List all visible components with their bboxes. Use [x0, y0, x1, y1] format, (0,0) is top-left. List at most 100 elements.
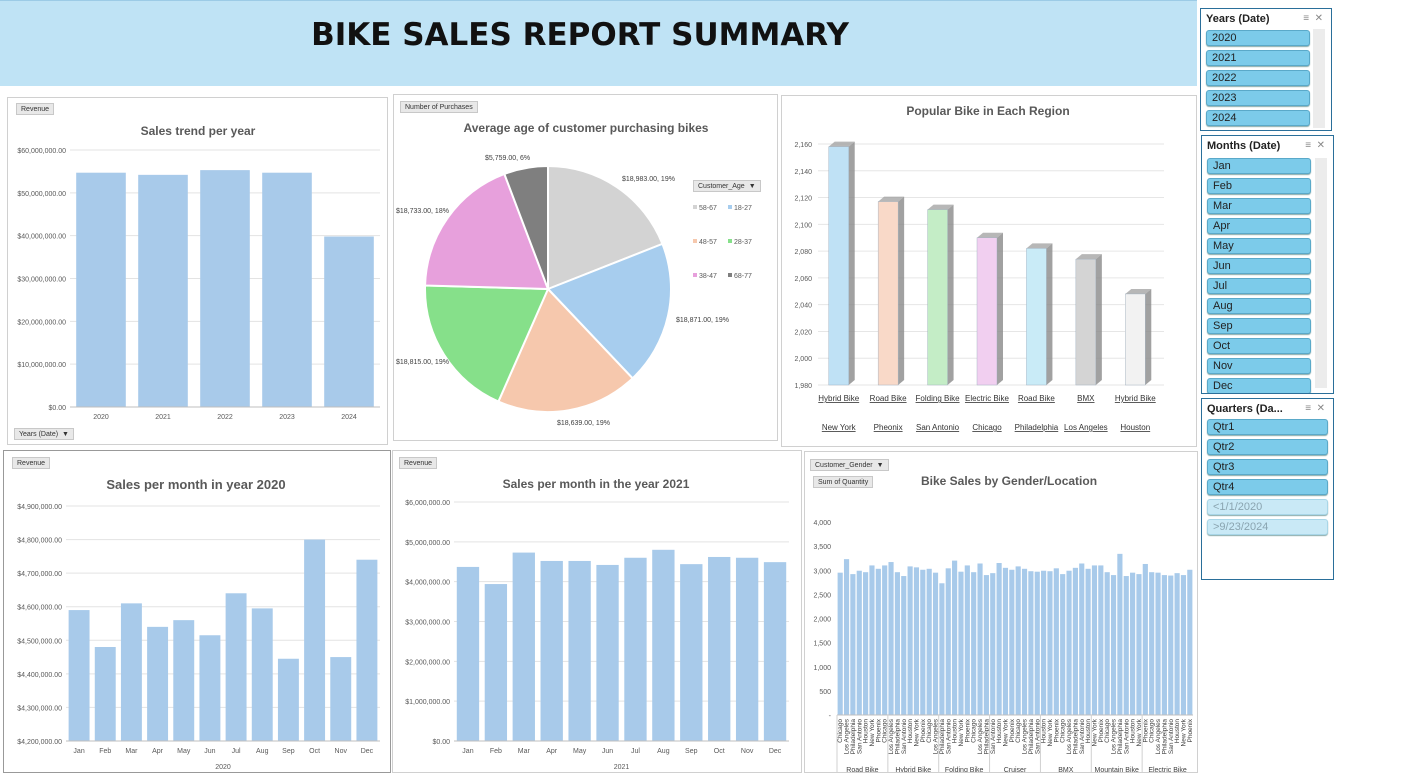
- revenue-field-button-2020[interactable]: Revenue: [12, 457, 51, 469]
- legend-label: 68-77: [734, 273, 752, 280]
- number-of-purchases-field-button[interactable]: Number of Purchases: [400, 101, 478, 113]
- sum-of-quantity-field-button[interactable]: Sum of Quantity: [813, 476, 874, 488]
- clear-filter-icon[interactable]: ✕: [1316, 403, 1325, 414]
- popular-bike-region-plot: Popular Bike in Each Region 1,980 2,000 2,0…: [794, 104, 1164, 432]
- bar: [68, 610, 90, 741]
- slicer-item[interactable]: Oct: [1207, 338, 1311, 354]
- bar: [735, 557, 759, 741]
- city-tick-label: Chicago: [926, 719, 933, 743]
- bar: [927, 209, 948, 386]
- slicer-item[interactable]: Qtr1: [1207, 419, 1328, 435]
- bar: [324, 236, 374, 407]
- y-tick-label: 2,160: [794, 142, 812, 149]
- years-filter-button[interactable]: Years (Date) ▼: [14, 428, 74, 440]
- city-category-label: Philadelphia: [1015, 423, 1059, 432]
- chart-title: Average age of customer purchasing bikes: [464, 121, 709, 135]
- slicer-item[interactable]: 2021: [1206, 50, 1310, 66]
- slicer-item[interactable]: 2020: [1206, 30, 1310, 46]
- clear-filter-icon[interactable]: ✕: [1314, 13, 1323, 24]
- slicer-item[interactable]: Qtr2: [1207, 439, 1328, 455]
- legend-swatch: [728, 273, 732, 277]
- pie-data-label: $18,733.00, 18%: [396, 208, 449, 215]
- slicer-item[interactable]: Feb: [1207, 178, 1311, 194]
- multi-select-icon[interactable]: ≡: [1305, 403, 1312, 414]
- quarters-slicer[interactable]: Quarters (Da... ≡ ✕ Qtr1 Qtr2 Qtr3 Qtr4 <1/1…: [1201, 398, 1334, 580]
- city-tick-label: Chicago: [1060, 719, 1067, 743]
- years-slicer[interactable]: Years (Date) ≡ ✕ 2020 2021 2022 2023 2024: [1200, 8, 1332, 131]
- bar-side: [947, 204, 954, 385]
- slicer-item[interactable]: 2022: [1206, 70, 1310, 86]
- gender-location-chart[interactable]: Bike Sales by Gender/Location - 500 1,000 1,…: [804, 451, 1198, 773]
- y-tick-label: 2,500: [813, 592, 831, 599]
- bar: [1034, 571, 1040, 715]
- city-tick-label: Philadelphia: [939, 719, 946, 755]
- sales-month-2020-chart[interactable]: $4,200,000.00 $4,300,000.00 $4,400,000.00 $…: [3, 450, 391, 773]
- slicer-item[interactable]: >9/23/2024: [1207, 519, 1328, 535]
- x-tick-label: Feb: [490, 748, 502, 755]
- months-slicer[interactable]: Months (Date) ≡ ✕ Jan Feb Mar Apr May Jun Jul A…: [1201, 135, 1334, 394]
- revenue-field-button-2021[interactable]: Revenue: [399, 457, 438, 469]
- quarters-slicer-title: Quarters (Da...: [1207, 403, 1283, 415]
- slicer-item[interactable]: Jan: [1207, 158, 1311, 174]
- clear-filter-icon[interactable]: ✕: [1316, 140, 1325, 151]
- bar: [1026, 248, 1047, 386]
- chart-title: Sales trend per year: [141, 124, 256, 138]
- x-tick-label: Sep: [282, 748, 295, 755]
- y-tick-label: $4,800,000.00: [17, 538, 62, 545]
- slicer-item[interactable]: Qtr4: [1207, 479, 1328, 495]
- slicer-item[interactable]: <1/1/2020: [1207, 499, 1328, 515]
- slicer-item[interactable]: Jul: [1207, 278, 1311, 294]
- popular-bike-region-chart[interactable]: Popular Bike in Each Region 1,980 2,000 2,0…: [781, 95, 1197, 447]
- y-tick-label: $4,500,000.00: [17, 638, 62, 645]
- bar: [277, 658, 299, 741]
- bar: [863, 572, 869, 715]
- customer-age-filter-button[interactable]: Customer_Age ▼: [693, 180, 761, 192]
- y-tick-label: $6,000,000.00: [405, 500, 450, 507]
- x-tick-label: Jul: [631, 748, 640, 755]
- slicer-item[interactable]: Jun: [1207, 258, 1311, 274]
- bar: [708, 556, 731, 741]
- bar: [828, 146, 849, 386]
- city-tick-label: New York: [1002, 718, 1009, 746]
- slicer-item[interactable]: Sep: [1207, 318, 1311, 334]
- multi-select-icon[interactable]: ≡: [1305, 140, 1312, 151]
- multi-select-icon[interactable]: ≡: [1303, 13, 1310, 24]
- bar: [200, 170, 250, 407]
- legend-label: 58-67: [699, 205, 717, 212]
- slicer-item[interactable]: Dec: [1207, 378, 1311, 393]
- y-tick-label: $10,000,000.00: [17, 362, 66, 369]
- city-tick-label: San Antonio: [1123, 719, 1130, 754]
- months-slicer-scrollbar[interactable]: [1315, 158, 1327, 388]
- x-tick-label: Jun: [602, 748, 613, 755]
- city-tick-label: Philadelphia: [1072, 719, 1079, 755]
- slicer-item[interactable]: Nov: [1207, 358, 1311, 374]
- years-slicer-scrollbar[interactable]: [1313, 29, 1325, 128]
- customer-age-pie-chart[interactable]: Average age of customer purchasing bikes…: [393, 94, 778, 441]
- slicer-item[interactable]: May: [1207, 238, 1311, 254]
- city-tick-label: New York: [1047, 718, 1054, 746]
- pie-data-label: $18,871.00, 19%: [676, 317, 729, 324]
- city-tick-label: Houston: [952, 719, 959, 744]
- bar-top: [1125, 288, 1152, 294]
- x-tick-label: Apr: [546, 748, 558, 755]
- slicer-item[interactable]: Qtr3: [1207, 459, 1328, 475]
- slicer-item[interactable]: Mar: [1207, 198, 1311, 214]
- bar: [1060, 574, 1066, 715]
- sales-trend-chart[interactable]: $0.00 $10,000,000.00 $20,000,000.00 $30,000…: [7, 97, 388, 445]
- sales-month-2021-chart[interactable]: $0.00 $1,000,000.00 $2,000,000.00 $3,000,00…: [392, 450, 802, 773]
- bar: [1041, 570, 1047, 715]
- city-tick-label: Chicago: [971, 719, 978, 743]
- months-slicer-title: Months (Date): [1207, 140, 1281, 152]
- x-tick-label: 2024: [341, 414, 357, 421]
- city-tick-label: Los Angeles: [1111, 718, 1118, 754]
- pie-slice: [546, 242, 672, 380]
- slicer-item[interactable]: 2024: [1206, 110, 1310, 126]
- slicer-item[interactable]: Apr: [1207, 218, 1311, 234]
- slicer-item[interactable]: 2023: [1206, 90, 1310, 106]
- legend-swatch: [693, 239, 697, 243]
- revenue-field-button[interactable]: Revenue: [16, 103, 55, 115]
- y-tick-label: $3,000,000.00: [405, 620, 450, 627]
- bar: [964, 565, 970, 715]
- customer-gender-filter-button[interactable]: Customer_Gender ▼: [810, 459, 889, 471]
- slicer-item[interactable]: Aug: [1207, 298, 1311, 314]
